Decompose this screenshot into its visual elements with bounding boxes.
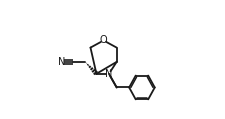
Text: N: N [58,57,65,67]
Text: N: N [105,69,113,79]
Text: O: O [100,35,107,45]
